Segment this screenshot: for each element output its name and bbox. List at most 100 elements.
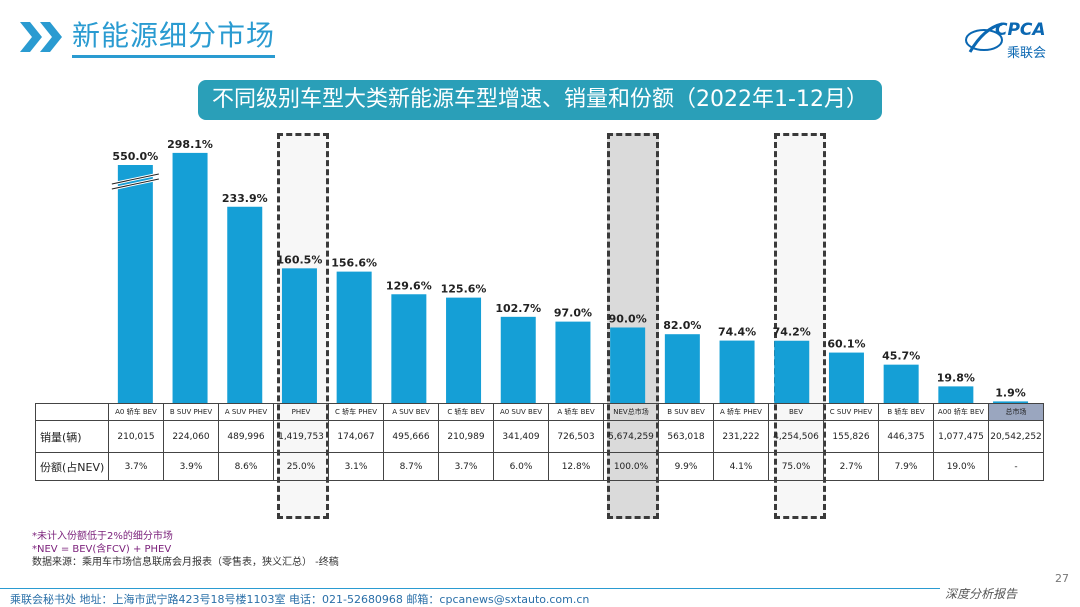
row-label-share: 份额(占NEV) [35, 452, 109, 481]
table-col-header: NEV总市场 [603, 403, 659, 421]
footer-text: 乘联会秘书处 地址：上海市武宁路423号18号楼1103室 电话：021-526… [10, 593, 590, 606]
bar [227, 206, 263, 403]
sales-cell: 5,674,259 [603, 420, 659, 453]
report-label: 深度分析报告 [945, 587, 1018, 601]
sales-cell: 446,375 [878, 420, 934, 453]
share-cell: 3.1% [328, 452, 384, 481]
bar [555, 321, 591, 403]
table-col-header: A 轿车 BEV [548, 403, 604, 421]
share-cell: 2.7% [823, 452, 879, 481]
sales-cell: 4,254,506 [768, 420, 824, 453]
table-col-header: 总市场 [988, 403, 1044, 421]
axis-break-line [111, 173, 159, 185]
sales-cell: 20,542,252 [988, 420, 1044, 453]
cpca-logo [965, 22, 1003, 53]
share-cell: 6.0% [493, 452, 549, 481]
bar [500, 316, 536, 403]
logo-subtext: 乘联会 [1007, 46, 1047, 61]
sales-cell: 563,018 [658, 420, 714, 453]
axis-break-line [111, 178, 159, 190]
share-cell: 9.9% [658, 452, 714, 481]
bar-value-label: 298.1% [167, 138, 213, 151]
bar [117, 165, 153, 403]
share-cell: 100.0% [603, 452, 659, 481]
page-title: 新能源细分市场 [72, 18, 276, 58]
table-col-header: A0 SUV BEV [493, 403, 549, 421]
share-cell: - [988, 452, 1044, 481]
sales-cell: 210,015 [108, 420, 164, 453]
share-cell: 19.0% [933, 452, 989, 481]
sales-cell: 489,996 [218, 420, 274, 453]
share-cell: 75.0% [768, 452, 824, 481]
share-cell: 7.9% [878, 452, 934, 481]
bar-value-label: 60.1% [827, 338, 865, 351]
table-col-header: A00 轿车 BEV [933, 403, 989, 421]
data-table: A0 轿车 BEV B SUV PHEV A SUV PHEV PHEV C 轿车 PH… [35, 403, 1044, 481]
bar [719, 340, 755, 403]
sales-cell: 174,067 [328, 420, 384, 453]
bar-chart: 550.0% 298.1% 233.9% 160.5% 156.6% 129.6% 125.… [111, 138, 1029, 403]
note-1: *未计入份额低于2%的细分市场 [32, 531, 173, 542]
row-label-sales: 销量(辆) [35, 420, 109, 453]
sales-cell: 210,989 [438, 420, 494, 453]
logo-text: CPCA [995, 20, 1046, 40]
sales-cell: 155,826 [823, 420, 879, 453]
bar-value-label: 74.4% [718, 326, 756, 339]
sales-cell: 726,503 [548, 420, 604, 453]
note-2: *NEV = BEV(含FCV) + PHEV [32, 544, 172, 555]
chevron-double-icon [20, 22, 62, 52]
bar-value-label: 550.0% [112, 150, 158, 163]
share-cell: 8.6% [218, 452, 274, 481]
share-cell: 3.7% [108, 452, 164, 481]
bar [281, 268, 317, 403]
bar-value-label: 82.0% [663, 319, 701, 332]
table-col-header: A0 轿车 BEV [108, 403, 164, 421]
footer-divider [0, 588, 940, 589]
share-cell: 3.9% [163, 452, 219, 481]
sales-cell: 1,077,475 [933, 420, 989, 453]
bar [610, 327, 646, 403]
bar-value-label: 156.6% [331, 257, 377, 270]
sales-cell: 224,060 [163, 420, 219, 453]
table-col-header: B SUV BEV [658, 403, 714, 421]
bar [938, 386, 974, 403]
table-corner [35, 403, 109, 421]
share-cell: 25.0% [273, 452, 329, 481]
table-col-header: C 轿车 PHEV [328, 403, 384, 421]
bar-value-label: 1.9% [995, 386, 1026, 399]
bar-value-label: 45.7% [882, 350, 920, 363]
bar [664, 334, 700, 403]
bar [774, 340, 810, 403]
sales-cell: 1,419,753 [273, 420, 329, 453]
table-col-header: B 轿车 BEV [878, 403, 934, 421]
bar [883, 364, 919, 403]
sales-cell: 231,222 [713, 420, 769, 453]
notes: *未计入份额低于2%的细分市场 *NEV = BEV(含FCV) + PHEV … [32, 530, 339, 569]
bar [336, 271, 372, 403]
bar-value-label: 129.6% [386, 279, 432, 292]
table-col-header: A 轿车 PHEV [713, 403, 769, 421]
bar-value-label: 19.8% [937, 371, 975, 384]
chart-title: 不同级别车型大类新能源车型增速、销量和份额（2022年1-12月） [198, 80, 882, 120]
bar-value-label: 90.0% [609, 312, 647, 325]
bar [172, 152, 208, 403]
share-cell: 3.7% [438, 452, 494, 481]
bar [828, 352, 864, 403]
bar-value-label: 125.6% [441, 283, 487, 296]
bar-value-label: 97.0% [554, 307, 592, 320]
share-cell: 8.7% [383, 452, 439, 481]
share-cell: 12.8% [548, 452, 604, 481]
table-col-header: C 轿车 BEV [438, 403, 494, 421]
table-col-header: B SUV PHEV [163, 403, 219, 421]
bar-value-label: 102.7% [495, 302, 541, 315]
share-cell: 4.1% [713, 452, 769, 481]
page-number: 27 [1055, 572, 1069, 585]
bar-value-label: 74.2% [773, 326, 811, 339]
bar-value-label: 233.9% [222, 192, 268, 205]
bar [446, 297, 482, 403]
sales-cell: 341,409 [493, 420, 549, 453]
table-col-header: C SUV PHEV [823, 403, 879, 421]
table-col-header: PHEV [273, 403, 329, 421]
note-source: 数据来源：乘用车市场信息联席会月报表（零售表，狭义汇总） -终稿 [32, 557, 339, 568]
bar-value-label: 160.5% [277, 253, 323, 266]
